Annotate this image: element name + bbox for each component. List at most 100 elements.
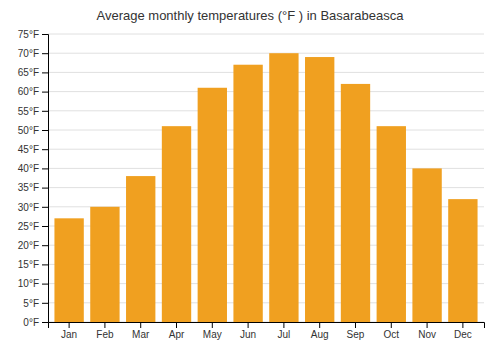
x-tick: Mar — [132, 322, 150, 340]
y-tick-mark — [42, 188, 48, 189]
chart: Average monthly temperatures (°F ) in Ba… — [0, 0, 500, 350]
x-tick-mark — [104, 322, 105, 328]
y-tick: 25°F — [18, 221, 48, 232]
y-tick-mark — [42, 130, 48, 131]
y-tick-label: 75°F — [18, 29, 39, 40]
y-tick: 20°F — [18, 240, 48, 251]
x-tick-mark — [248, 322, 249, 328]
y-tick: 30°F — [18, 202, 48, 213]
y-tick-label: 20°F — [18, 240, 39, 251]
x-tick-mark — [69, 322, 70, 328]
x-tick-mark — [212, 322, 213, 328]
y-tick: 75°F — [18, 29, 48, 40]
y-tick-mark — [42, 284, 48, 285]
bar — [269, 53, 298, 322]
y-tick: 65°F — [18, 67, 48, 78]
x-tick-label: Mar — [132, 329, 150, 340]
y-tick-label: 55°F — [18, 106, 39, 117]
y-tick-mark — [42, 92, 48, 93]
bars — [54, 53, 477, 322]
y-tick-label: 35°F — [18, 182, 39, 193]
y-tick-label: 10°F — [18, 278, 39, 289]
x-tick-mark — [462, 322, 463, 328]
x-tick: Dec — [454, 322, 472, 340]
x-tick-mark — [355, 322, 356, 328]
bar — [233, 65, 262, 322]
y-tick-label: 60°F — [18, 86, 39, 97]
y-tick: 70°F — [18, 48, 48, 59]
y-tick-label: 15°F — [18, 259, 39, 270]
x-tick: Oct — [384, 322, 400, 340]
y-tick-label: 40°F — [18, 163, 39, 174]
bar — [162, 126, 191, 322]
grid-line — [48, 72, 484, 73]
x-tick: Jun — [240, 322, 256, 340]
x-axis-line — [49, 323, 485, 329]
x-axis: Jan Feb Mar Apr May Jun Jul Aug Sep Oct Nov Dec — [49, 322, 485, 340]
bar — [198, 88, 227, 322]
y-tick-mark — [42, 207, 48, 208]
x-tick-label: Aug — [311, 329, 329, 340]
x-tick-label: Jul — [277, 329, 290, 340]
grid — [48, 34, 484, 322]
y-tick-label: 5°F — [23, 298, 39, 309]
y-tick-mark — [42, 168, 48, 169]
x-tick-label: Oct — [384, 329, 400, 340]
bar — [305, 57, 334, 322]
x-tick-label: Jan — [61, 329, 77, 340]
x-tick-mark — [319, 322, 320, 328]
y-tick-label: 50°F — [18, 125, 39, 136]
x-tick-label: Nov — [418, 329, 436, 340]
y-tick-label: 65°F — [18, 67, 39, 78]
y-tick-mark — [42, 303, 48, 304]
grid-line — [48, 91, 484, 92]
bar — [448, 199, 477, 322]
x-tick: Sep — [347, 322, 365, 340]
y-axis: 0°F 5°F 10°F 15°F 20°F 25°F 30°F 35°F 40°F 45°F 50… — [18, 29, 49, 328]
y-tick-mark — [42, 111, 48, 112]
x-tick-mark — [176, 322, 177, 328]
y-tick-mark — [42, 245, 48, 246]
grid-line — [48, 149, 484, 150]
y-tick-mark — [42, 53, 48, 54]
y-tick-mark — [42, 264, 48, 265]
y-tick-mark — [42, 149, 48, 150]
y-tick-mark — [42, 226, 48, 227]
y-tick-label: 30°F — [18, 202, 39, 213]
y-axis-line — [42, 35, 49, 323]
x-tick: Feb — [96, 322, 114, 340]
x-tick-label: Jun — [240, 329, 256, 340]
x-tick: Jan — [61, 322, 77, 340]
y-tick-label: 45°F — [18, 144, 39, 155]
y-tick: 35°F — [18, 182, 48, 193]
x-tick-label: Sep — [347, 329, 365, 340]
bar — [412, 168, 441, 322]
y-tick: 45°F — [18, 144, 48, 155]
y-tick: 10°F — [18, 278, 48, 289]
y-tick-label: 25°F — [18, 221, 39, 232]
x-tick-label: Dec — [454, 329, 472, 340]
y-tick: 50°F — [18, 125, 48, 136]
y-tick-label: 70°F — [18, 48, 39, 59]
title: Average monthly temperatures (°F ) in Ba… — [97, 8, 405, 23]
bar — [341, 84, 370, 322]
x-tick-mark — [427, 322, 428, 328]
x-tick-label: May — [203, 329, 222, 340]
y-tick-label: 0°F — [23, 317, 39, 328]
y-tick: 0°F — [23, 317, 48, 328]
x-tick-mark — [140, 322, 141, 328]
y-tick: 60°F — [18, 86, 48, 97]
x-tick-mark — [283, 322, 284, 328]
x-tick: Aug — [311, 322, 329, 340]
y-tick: 15°F — [18, 259, 48, 270]
x-tick: Nov — [418, 322, 436, 340]
grid-line — [48, 130, 484, 131]
x-tick: May — [203, 322, 222, 340]
y-tick-mark — [42, 322, 48, 323]
x-tick: Apr — [169, 322, 185, 340]
y-tick: 5°F — [23, 298, 48, 309]
bar — [54, 218, 83, 322]
y-tick: 55°F — [18, 106, 48, 117]
x-tick-mark — [391, 322, 392, 328]
x-tick-label: Apr — [169, 329, 185, 340]
